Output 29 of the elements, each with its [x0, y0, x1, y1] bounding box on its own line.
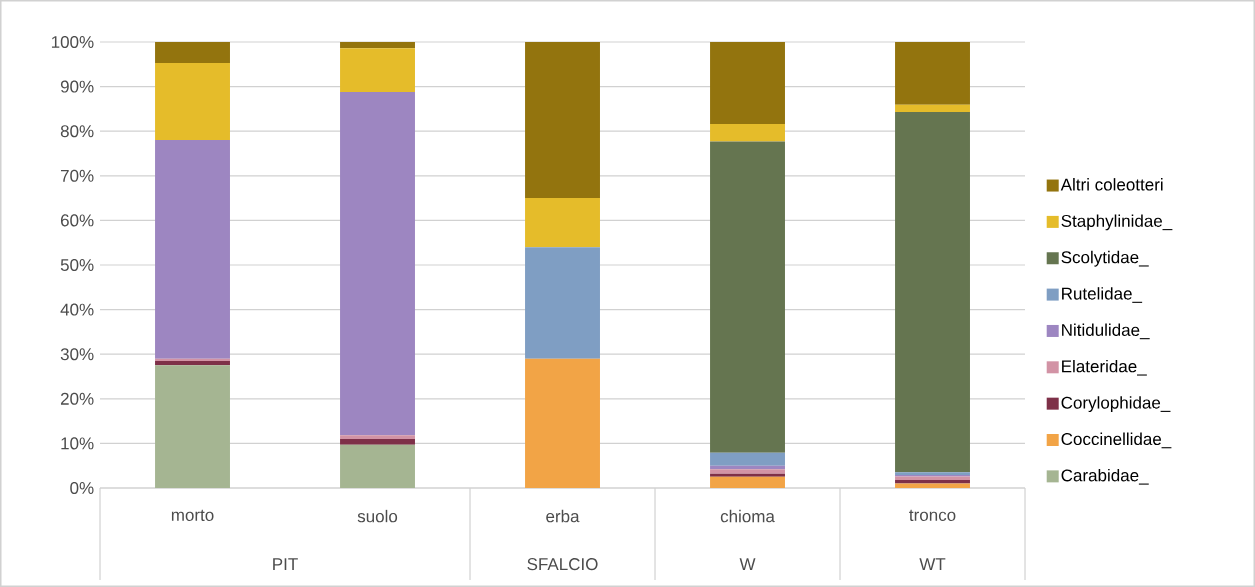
- text: W: [739, 558, 756, 570]
- text: PIT: [273, 558, 298, 570]
- x-tick-label: morto: [171, 509, 214, 522]
- legend-label: Corylophidae_: [1061, 396, 1171, 413]
- legend-label: Staphylinidae_: [1061, 214, 1173, 231]
- y-tick-label: 70%: [61, 169, 94, 182]
- y-tick-label: 100%: [51, 35, 94, 49]
- y-tick-label: 80%: [60, 125, 94, 138]
- y-tick-label: 90%: [60, 80, 94, 93]
- legend-label: Coccinellidae_: [1061, 432, 1172, 449]
- x-tick-label: erba: [546, 509, 580, 523]
- y-tick-label: 10%: [61, 437, 94, 450]
- legend-label: Rutelidae_: [1062, 287, 1143, 303]
- y-tick-label: 60%: [60, 214, 94, 227]
- legend-label: Scolytidae_: [1061, 250, 1149, 267]
- x-tick-label: suolo: [357, 509, 398, 523]
- text: SFALCIO: [527, 558, 598, 571]
- y-tick-label: 0%: [70, 481, 94, 495]
- y-tick-label: 20%: [60, 392, 94, 405]
- x-tick-label: tronco: [909, 509, 956, 522]
- y-tick-label: 30%: [60, 348, 94, 361]
- legend-label: Elateridae_: [1062, 359, 1147, 376]
- text: WT: [919, 558, 946, 570]
- legend-label: Carabidae_: [1061, 468, 1149, 485]
- y-tick-label: 40%: [60, 303, 94, 316]
- legend-label: Nitidulidae_: [1062, 323, 1150, 340]
- legend-label: Altri coleotteri: [1060, 178, 1163, 191]
- x-tick-label: chioma: [720, 509, 775, 523]
- y-tick-label: 50%: [60, 258, 94, 272]
